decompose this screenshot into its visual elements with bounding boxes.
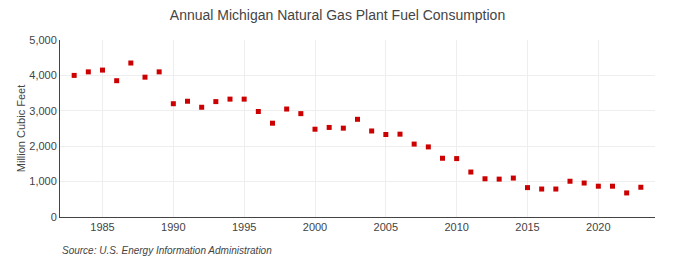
svg-text:1,000: 1,000 [29,175,57,187]
svg-text:2010: 2010 [444,221,468,233]
svg-text:2000: 2000 [303,221,327,233]
svg-text:4,000: 4,000 [29,69,57,81]
svg-text:2,000: 2,000 [29,140,57,152]
svg-text:1985: 1985 [90,221,114,233]
svg-text:Annual Michigan Natural Gas Pl: Annual Michigan Natural Gas Plant Fuel C… [170,7,505,23]
svg-text:3,000: 3,000 [29,105,57,117]
svg-text:2015: 2015 [515,221,539,233]
svg-text:Source: U.S. Energy Informatio: Source: U.S. Energy Information Administ… [62,245,272,256]
svg-text:1995: 1995 [232,221,256,233]
svg-text:0: 0 [51,211,57,223]
svg-text:2005: 2005 [374,221,398,233]
svg-text:2020: 2020 [586,221,610,233]
svg-text:Million Cubic Feet: Million Cubic Feet [15,85,27,172]
svg-text:1990: 1990 [161,221,185,233]
svg-text:5,000: 5,000 [29,34,57,46]
